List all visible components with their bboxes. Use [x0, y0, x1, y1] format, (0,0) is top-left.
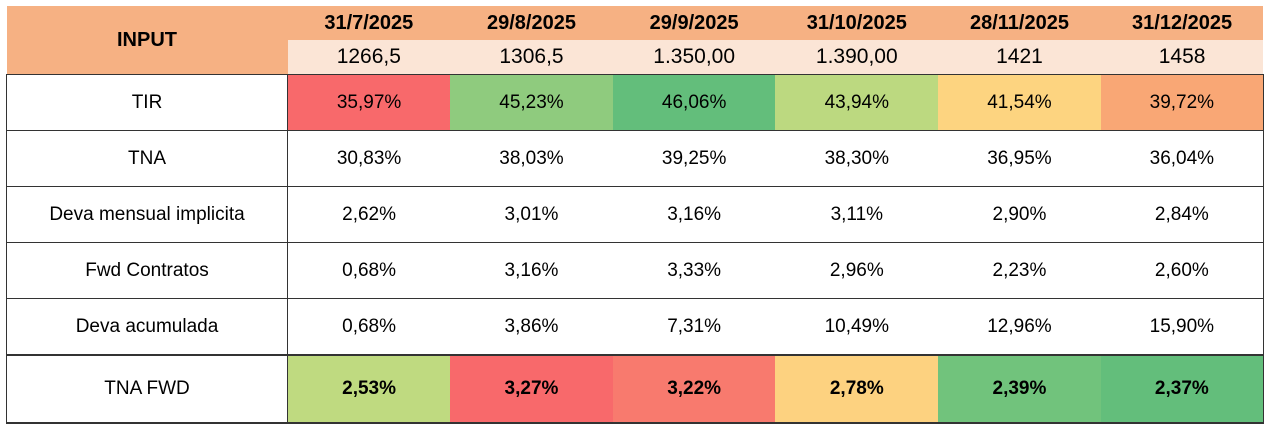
value-cell: 43,94% — [775, 74, 939, 131]
value-cell: 45,23% — [450, 74, 613, 131]
value-cell: 2,37% — [1100, 354, 1264, 424]
value-cell: 38,30% — [775, 130, 939, 187]
value-cell: 30,83% — [287, 130, 451, 187]
date-header: 31/7/2025 — [287, 6, 451, 40]
value-cell: 3,16% — [450, 242, 613, 299]
value-cell: 3,86% — [450, 298, 613, 356]
value-cell: 2,62% — [287, 186, 451, 243]
forward-rates-table: INPUT 31/7/2025 29/8/2025 29/9/2025 31/1… — [6, 6, 1264, 424]
input-label: INPUT — [6, 6, 288, 75]
value-cell: 3,01% — [450, 186, 613, 243]
value-cell: 12,96% — [938, 298, 1101, 356]
input-value-cell[interactable]: 1.390,00 — [775, 40, 939, 75]
row-deva-acumulada: Deva acumulada 0,68% 3,86% 7,31% 10,49% … — [6, 298, 1264, 356]
value-cell: 39,25% — [612, 130, 776, 187]
row-label: Fwd Contratos — [6, 242, 288, 299]
value-cell: 2,84% — [1100, 186, 1264, 243]
value-cell: 3,22% — [612, 354, 776, 424]
value-cell: 2,60% — [1100, 242, 1264, 299]
value-cell: 36,04% — [1100, 130, 1264, 187]
row-label: TNA — [6, 130, 288, 187]
row-deva-mensual-implicita: Deva mensual implicita 2,62% 3,01% 3,16%… — [6, 186, 1264, 243]
date-header: 28/11/2025 — [938, 6, 1101, 40]
value-cell: 35,97% — [287, 74, 451, 131]
input-value-cell[interactable]: 1.350,00 — [612, 40, 776, 75]
value-cell: 0,68% — [287, 298, 451, 356]
input-value-cell[interactable]: 1458 — [1100, 40, 1264, 75]
value-cell: 41,54% — [938, 74, 1101, 131]
input-value-cell[interactable]: 1266,5 — [287, 40, 451, 75]
date-header: 29/8/2025 — [450, 6, 613, 40]
value-cell: 2,78% — [775, 354, 939, 424]
row-tna: TNA 30,83% 38,03% 39,25% 38,30% 36,95% 3… — [6, 130, 1264, 187]
value-cell: 46,06% — [612, 74, 776, 131]
row-label: Deva mensual implicita — [6, 186, 288, 243]
value-cell: 2,96% — [775, 242, 939, 299]
row-tir: TIR 35,97% 45,23% 46,06% 43,94% 41,54% 3… — [6, 74, 1264, 131]
value-cell: 2,53% — [287, 354, 451, 424]
value-cell: 0,68% — [287, 242, 451, 299]
value-cell: 3,27% — [450, 354, 613, 424]
row-tna-fwd: TNA FWD 2,53% 3,27% 3,22% 2,78% 2,39% 2,… — [6, 354, 1264, 424]
value-cell: 15,90% — [1100, 298, 1264, 356]
value-cell: 10,49% — [775, 298, 939, 356]
value-cell: 2,39% — [938, 354, 1101, 424]
date-header: 29/9/2025 — [612, 6, 776, 40]
row-fwd-contratos: Fwd Contratos 0,68% 3,16% 3,33% 2,96% 2,… — [6, 242, 1264, 299]
row-label: TNA FWD — [6, 354, 288, 424]
row-label: Deva acumulada — [6, 298, 288, 356]
value-cell: 7,31% — [612, 298, 776, 356]
date-header: 31/12/2025 — [1100, 6, 1264, 40]
value-cell: 36,95% — [938, 130, 1101, 187]
row-label: TIR — [6, 74, 288, 131]
input-value-cell[interactable]: 1421 — [938, 40, 1101, 75]
header-row: INPUT 31/7/2025 29/8/2025 29/9/2025 31/1… — [6, 6, 1264, 75]
value-cell: 3,33% — [612, 242, 776, 299]
date-header: 31/10/2025 — [775, 6, 939, 40]
input-value-cell[interactable]: 1306,5 — [450, 40, 613, 75]
value-cell: 3,16% — [612, 186, 776, 243]
value-cell: 2,90% — [938, 186, 1101, 243]
value-cell: 39,72% — [1100, 74, 1264, 131]
value-cell: 3,11% — [775, 186, 939, 243]
value-cell: 38,03% — [450, 130, 613, 187]
input-row: 1266,5 1306,5 1.350,00 1.390,00 1421 145… — [7, 40, 1264, 75]
value-cell: 2,23% — [938, 242, 1101, 299]
